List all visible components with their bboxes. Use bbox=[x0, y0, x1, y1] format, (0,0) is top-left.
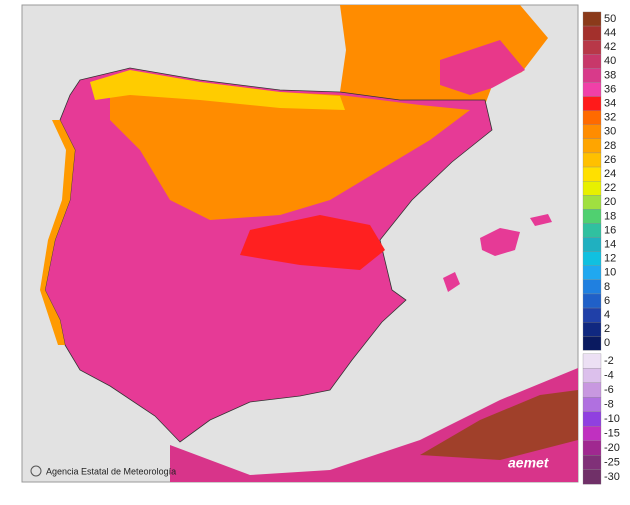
legend-swatch bbox=[582, 195, 602, 210]
legend-label: 0 bbox=[604, 337, 610, 349]
france-south bbox=[440, 40, 525, 95]
legend-label: -15 bbox=[604, 427, 620, 439]
legend-swatch bbox=[582, 251, 602, 266]
legend-swatch bbox=[582, 265, 602, 281]
legend-swatch bbox=[582, 279, 602, 295]
ibiza bbox=[443, 272, 460, 292]
north-warm-zone bbox=[110, 80, 470, 220]
legend-label: 44 bbox=[604, 27, 616, 39]
legend-label: 22 bbox=[604, 182, 616, 194]
legend-label: -25 bbox=[604, 456, 620, 468]
legend-swatch bbox=[582, 40, 602, 55]
legend-swatch bbox=[582, 321, 602, 337]
legend-label: 38 bbox=[604, 69, 616, 81]
legend-swatch bbox=[582, 455, 602, 470]
legend-swatch bbox=[582, 68, 602, 83]
legend-label: 30 bbox=[604, 126, 616, 138]
legend-swatch bbox=[582, 25, 602, 41]
legend-label: 32 bbox=[604, 112, 616, 124]
legend-label: -6 bbox=[604, 384, 614, 396]
legend-label: -8 bbox=[604, 398, 614, 410]
legend-label: -4 bbox=[604, 369, 614, 381]
legend-label: 36 bbox=[604, 83, 616, 95]
central-hot-zone bbox=[240, 215, 385, 270]
mallorca bbox=[480, 228, 520, 256]
legend-label: 50 bbox=[604, 13, 616, 25]
legend-swatch bbox=[582, 469, 602, 485]
legend-swatch bbox=[582, 353, 602, 369]
legend-swatch bbox=[582, 382, 602, 398]
legend-swatch bbox=[582, 440, 602, 456]
legend-swatch bbox=[582, 96, 602, 111]
legend-swatch bbox=[582, 307, 602, 323]
legend-swatch bbox=[582, 411, 602, 427]
legend-swatch bbox=[582, 397, 602, 412]
legend-label: 40 bbox=[604, 55, 616, 67]
legend-swatch bbox=[582, 152, 602, 168]
menorca bbox=[530, 214, 552, 226]
legend-swatch bbox=[582, 11, 602, 27]
legend-swatch bbox=[582, 368, 602, 383]
legend-label: 4 bbox=[604, 309, 610, 321]
legend-label: 28 bbox=[604, 140, 616, 152]
map bbox=[21, 4, 579, 483]
legend-swatch bbox=[582, 138, 602, 154]
north-coast-zone bbox=[90, 70, 345, 110]
legend-swatch bbox=[582, 223, 602, 238]
legend-label: 6 bbox=[604, 295, 610, 307]
legend-swatch bbox=[582, 166, 602, 182]
legend-swatch bbox=[582, 110, 602, 125]
legend-label: 12 bbox=[604, 253, 616, 265]
legend-label: 16 bbox=[604, 224, 616, 236]
legend-swatch bbox=[582, 336, 602, 351]
legend-label: -20 bbox=[604, 442, 620, 454]
legend-swatch bbox=[582, 293, 602, 309]
legend-label: 34 bbox=[604, 98, 616, 110]
legend-swatch bbox=[582, 237, 602, 252]
legend-label: 20 bbox=[604, 196, 616, 208]
legend: 5044424038363432302826242220181614121086… bbox=[582, 11, 620, 485]
legend-swatch bbox=[582, 180, 602, 196]
legend-label: -10 bbox=[604, 413, 620, 425]
copyright-icon bbox=[30, 465, 42, 477]
legend-label: 10 bbox=[604, 267, 616, 279]
credit: Agencia Estatal de Meteorología bbox=[46, 466, 176, 476]
portugal-coast bbox=[40, 120, 75, 345]
legend-label: 2 bbox=[604, 323, 610, 335]
legend-label: -2 bbox=[604, 355, 614, 367]
legend-swatch bbox=[582, 82, 602, 97]
legend-label: 24 bbox=[604, 168, 616, 180]
legend-label: 8 bbox=[604, 281, 610, 293]
legend-label: 26 bbox=[604, 154, 616, 166]
legend-swatch bbox=[582, 209, 602, 224]
legend-swatch bbox=[582, 124, 602, 140]
legend-swatch bbox=[582, 426, 602, 441]
legend-label: 18 bbox=[604, 210, 616, 222]
legend-label: -30 bbox=[604, 471, 620, 483]
atlas-zone bbox=[420, 390, 578, 460]
legend-label: 42 bbox=[604, 41, 616, 53]
legend-swatch bbox=[582, 54, 602, 69]
legend-label: 14 bbox=[604, 239, 616, 251]
logo: aemet bbox=[508, 455, 550, 471]
